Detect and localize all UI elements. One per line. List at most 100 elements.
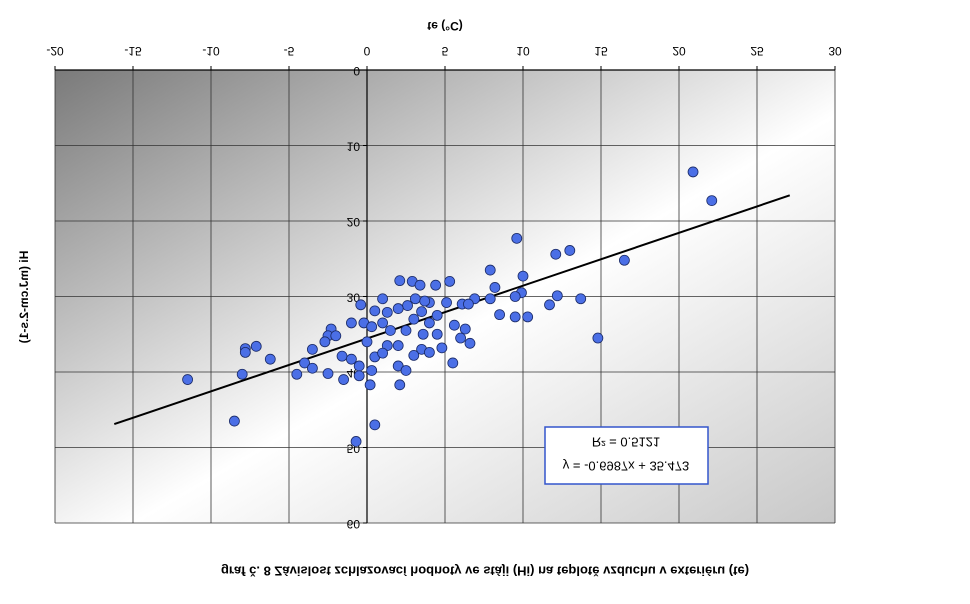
point [517,270,529,282]
point [345,353,357,365]
point [484,293,496,305]
y-tick-label: 10 [347,139,361,153]
point [592,332,604,344]
point [250,340,262,352]
x-axis-label: te (°C) [427,19,462,33]
point [509,311,521,323]
point [459,323,471,335]
equation-box [544,426,709,485]
x-tick-label: -10 [202,44,220,58]
point [306,343,318,355]
point [416,306,428,318]
point [447,357,459,369]
point [494,309,506,321]
point [511,232,523,244]
point [564,245,576,256]
point [236,368,248,380]
point [338,374,350,385]
point [455,332,467,344]
y-tick-label: 60 [347,517,361,531]
point [431,328,443,340]
y-tick-label: 30 [347,290,361,304]
point [322,368,334,379]
x-tick-label: 15 [594,44,608,58]
x-tick-label: -5 [284,44,295,58]
y-axis-label: Hi (mJ.cm-2.s-1) [17,251,31,344]
point [336,350,348,362]
point [509,291,521,302]
point [355,299,367,311]
point [414,279,426,291]
x-tick-label: 0 [364,44,371,58]
point [392,303,404,314]
point [419,295,431,307]
point [182,374,194,385]
x-tick-label: 5 [442,44,449,58]
point [345,317,357,329]
chart-title: graf č. 8 Závislost zchlazovací hodnoty … [221,564,749,579]
point [489,282,501,293]
point [462,298,474,310]
point [369,305,381,317]
point [306,362,318,374]
point [319,336,331,348]
point [409,293,421,305]
x-tick-label: -15 [124,44,142,58]
point [402,300,413,311]
y-tick-label: 20 [347,215,361,229]
point [369,419,381,431]
point [444,275,456,287]
x-tick-label: -20 [46,44,64,58]
point [350,436,362,447]
point [377,347,389,359]
point [408,313,420,325]
point [353,370,365,382]
point [522,311,534,323]
point [464,337,476,349]
x-tick-label: 10 [516,44,530,58]
x-tick-label: 25 [750,44,764,58]
point [377,293,389,305]
point [400,325,412,336]
point [330,330,342,342]
point [394,275,406,287]
point [299,357,311,369]
point [431,309,443,321]
trendline [113,194,791,426]
point [400,365,412,376]
point [377,317,389,329]
point [417,328,429,340]
point [291,368,303,380]
point [366,321,378,333]
point [430,279,442,291]
point [228,415,240,427]
point [408,349,420,361]
point [436,342,448,354]
point [384,325,396,336]
point [706,195,718,207]
point [550,248,562,260]
point [448,319,460,331]
point [544,299,555,311]
point [687,166,699,178]
x-tick-label: 30 [828,44,842,58]
point [361,336,373,348]
point [392,340,404,351]
point [264,353,276,365]
r-squared: R² = 0.5121 [592,435,660,450]
point [364,379,376,391]
point [423,317,435,329]
point [394,379,406,391]
point [353,360,365,372]
y-tick-label: 0 [353,64,360,78]
point [551,290,563,302]
point [423,346,435,358]
point [441,297,452,308]
point [366,365,378,376]
x-tick-label: 20 [672,44,686,58]
point [484,264,496,276]
point [381,306,393,318]
point [619,254,630,266]
point [239,346,251,358]
